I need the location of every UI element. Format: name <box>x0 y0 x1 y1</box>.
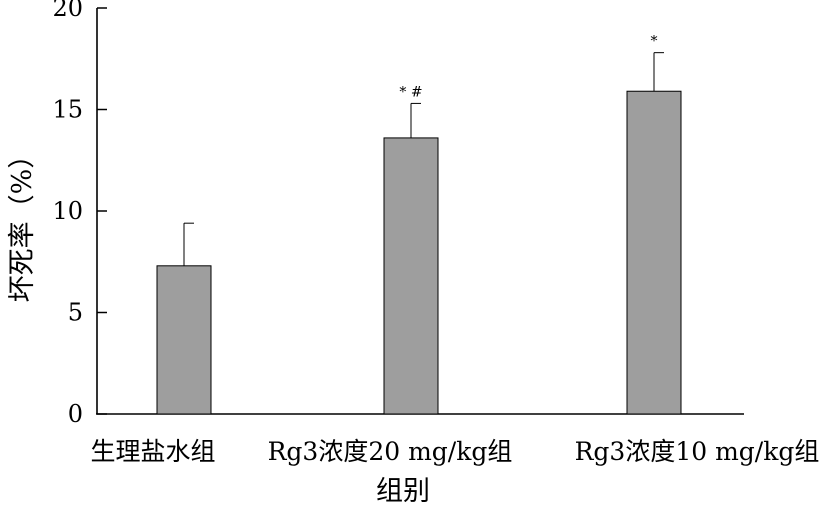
x-tick-labels: 生理盐水组 Rg3浓度20 mg/kg组 Rg3浓度10 mg/kg组 <box>90 437 819 466</box>
significance-mark: * # <box>399 84 422 100</box>
bar <box>383 137 439 415</box>
y-tick-label: 5 <box>68 299 83 327</box>
y-tick-label: 10 <box>52 197 83 225</box>
y-ticks: 0 5 10 15 20 <box>52 0 107 428</box>
bars: * # * <box>156 34 682 415</box>
y-tick-label: 0 <box>68 400 83 428</box>
y-tick-label: 20 <box>52 0 83 22</box>
bar <box>156 265 212 415</box>
bar <box>626 90 682 415</box>
y-tick-label: 15 <box>52 96 83 124</box>
x-tick-label: 生理盐水组 <box>90 437 215 466</box>
y-axis-title: 坏死率（%） <box>7 142 38 303</box>
x-tick-label: Rg3浓度20 mg/kg组 <box>268 437 513 466</box>
significance-mark: * <box>651 34 658 50</box>
x-tick-label: Rg3浓度10 mg/kg组 <box>575 437 820 466</box>
x-axis-title: 组别 <box>376 476 430 507</box>
